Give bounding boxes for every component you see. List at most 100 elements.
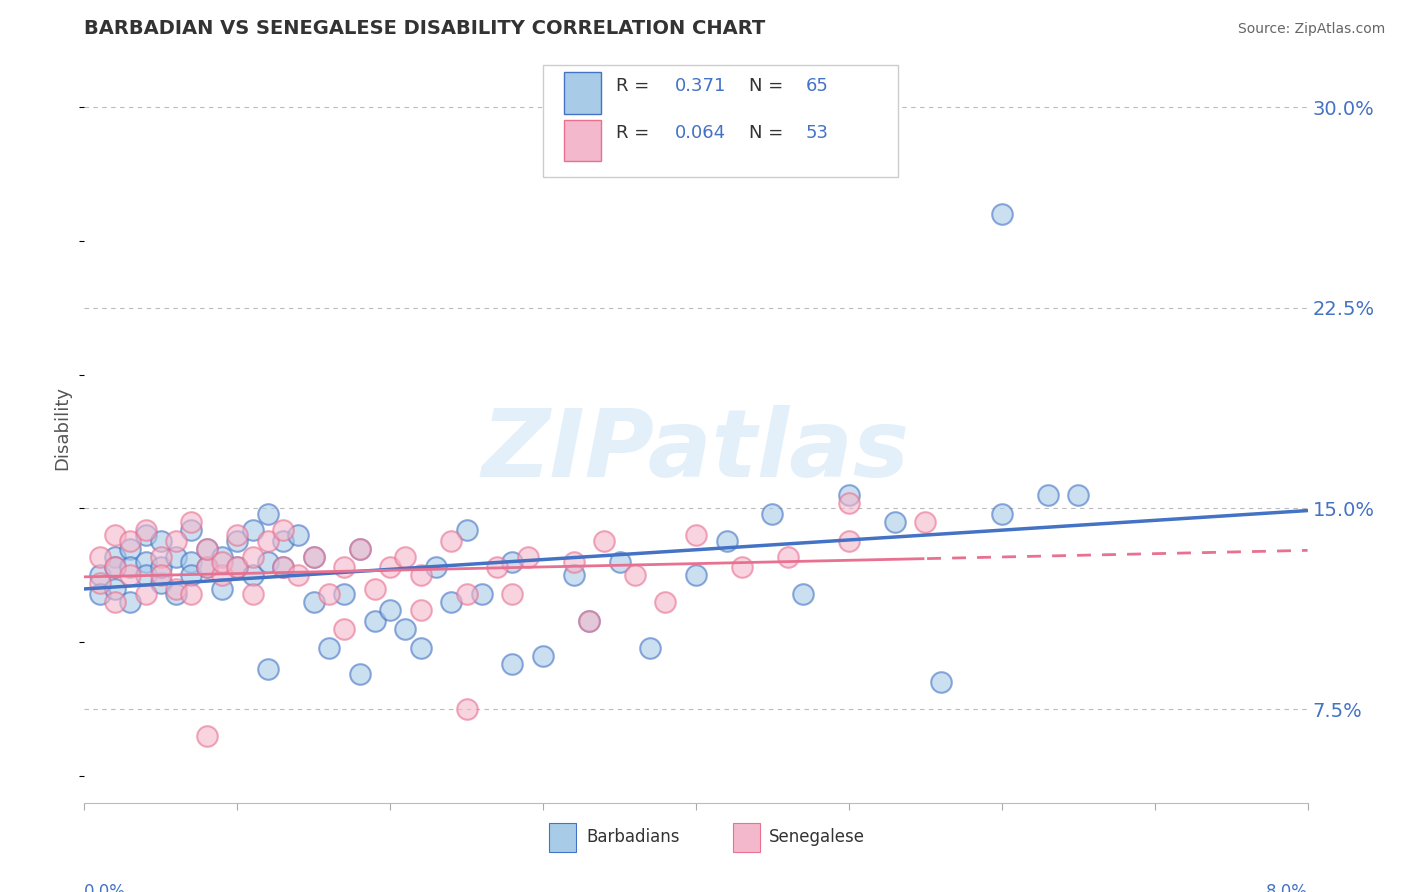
Point [502,587,524,601]
Point [302,595,325,609]
Point [149,533,172,548]
Y-axis label: Disability: Disability [53,386,72,470]
Point [593,533,616,548]
Point [226,533,249,548]
Point [456,702,478,716]
Point [394,622,416,636]
Point [165,533,187,548]
Point [104,549,127,564]
FancyBboxPatch shape [564,120,600,161]
Point [180,523,202,537]
Point [242,549,264,564]
Point [180,555,202,569]
Point [135,587,157,601]
Text: Senegalese: Senegalese [769,829,865,847]
Point [271,533,294,548]
Point [242,523,264,537]
Point [394,549,416,564]
Point [89,549,111,564]
Point [991,207,1014,221]
Point [195,560,218,574]
Point [333,587,356,601]
Point [195,729,218,743]
Point [211,555,233,569]
Point [149,568,172,582]
Point [654,595,676,609]
Point [226,528,249,542]
Text: ZIPatlas: ZIPatlas [482,405,910,497]
Point [318,640,340,655]
Point [838,533,860,548]
Point [211,549,233,564]
Point [578,614,600,628]
Point [333,560,356,574]
Point [792,587,814,601]
Text: N =: N = [748,124,783,142]
Point [89,587,111,601]
Point [120,595,142,609]
Text: 65: 65 [806,77,830,95]
Point [149,576,172,591]
Point [609,555,631,569]
Point [1036,488,1059,502]
Point [226,560,249,574]
Point [257,555,280,569]
Point [349,667,371,681]
Point [104,595,127,609]
Point [135,568,157,582]
Point [562,555,585,569]
Point [165,587,187,601]
Point [716,533,738,548]
Point [776,549,799,564]
Point [531,648,554,663]
Text: Source: ZipAtlas.com: Source: ZipAtlas.com [1237,22,1385,37]
Point [180,587,202,601]
FancyBboxPatch shape [543,65,898,178]
Text: 0.371: 0.371 [675,77,727,95]
Point [562,568,585,582]
Point [257,507,280,521]
Point [120,541,142,556]
Point [471,587,494,601]
Text: Barbadians: Barbadians [586,829,679,847]
Point [380,603,402,617]
Point [624,568,647,582]
Point [135,555,157,569]
Point [456,523,478,537]
Point [226,560,249,574]
Point [271,560,294,574]
Point [685,568,707,582]
Text: 0.064: 0.064 [675,124,727,142]
Point [364,614,387,628]
Point [333,622,356,636]
Point [409,568,432,582]
Point [440,533,463,548]
Point [195,560,218,574]
Point [89,568,111,582]
Point [195,541,218,556]
Point [104,560,127,574]
Point [195,541,218,556]
FancyBboxPatch shape [550,823,576,852]
Point [364,582,387,596]
Text: BARBADIAN VS SENEGALESE DISABILITY CORRELATION CHART: BARBADIAN VS SENEGALESE DISABILITY CORRE… [84,19,766,38]
Text: 8.0%: 8.0% [1265,883,1308,892]
Point [287,528,309,542]
Point [440,595,463,609]
Point [761,507,783,521]
Point [135,528,157,542]
Point [349,541,371,556]
Point [149,549,172,564]
Point [883,515,905,529]
Point [89,576,111,591]
Point [149,560,172,574]
Text: 0.0%: 0.0% [84,883,127,892]
Point [211,582,233,596]
Point [180,568,202,582]
Point [287,568,309,582]
Point [456,587,478,601]
Point [180,515,202,529]
Point [302,549,325,564]
FancyBboxPatch shape [564,72,600,113]
Point [516,549,538,564]
